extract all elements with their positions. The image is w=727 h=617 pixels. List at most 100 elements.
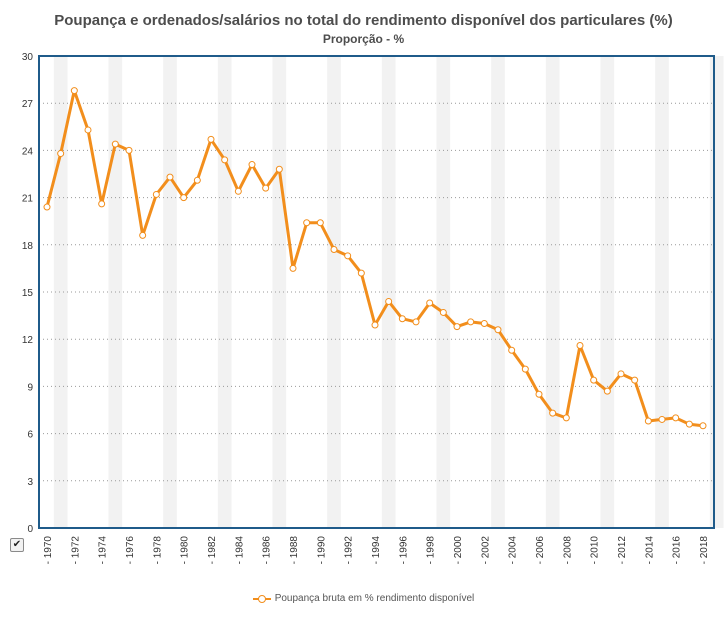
- x-tick-label: - 2018: [699, 536, 710, 565]
- x-tick-label: - 2010: [590, 536, 601, 565]
- series-toggle-checkbox[interactable]: ✔: [10, 538, 24, 552]
- data-point: [43, 203, 51, 211]
- data-point: [221, 156, 229, 164]
- data-point: [508, 346, 516, 354]
- plot-frame: [38, 55, 715, 529]
- data-point: [426, 299, 434, 307]
- x-tick-label: - 1978: [152, 536, 163, 565]
- data-point: [98, 200, 106, 208]
- data-point: [139, 231, 147, 239]
- data-point: [180, 194, 188, 202]
- data-point: [152, 190, 160, 198]
- y-tick-label: 0: [27, 524, 33, 535]
- x-tick-label: - 2012: [617, 536, 628, 565]
- background-band: [53, 56, 68, 528]
- y-tick-label: 9: [27, 382, 33, 393]
- chart-subtitle: Proporção - %: [322, 32, 405, 46]
- data-point: [467, 318, 475, 326]
- data-point: [207, 135, 215, 143]
- data-point: [439, 308, 447, 316]
- data-point: [357, 269, 365, 277]
- data-point: [70, 87, 78, 95]
- x-tick-label: - 2006: [535, 536, 546, 565]
- x-tick-label: - 1986: [262, 536, 273, 565]
- x-tick-label: - 2000: [453, 536, 464, 565]
- data-point: [480, 319, 488, 327]
- data-point: [111, 140, 119, 148]
- data-point: [262, 184, 270, 192]
- y-tick-label: 12: [22, 335, 34, 346]
- data-point: [617, 370, 625, 378]
- y-tick-label: 21: [22, 194, 34, 205]
- x-tick-label: - 2004: [508, 536, 519, 565]
- data-point: [57, 150, 65, 158]
- background-band: [327, 56, 341, 528]
- data-point: [590, 376, 598, 384]
- legend-marker-icon: [252, 594, 271, 604]
- x-tick-label: - 1994: [371, 536, 382, 565]
- y-tick-label: 27: [22, 99, 34, 110]
- data-point: [234, 187, 242, 195]
- data-point: [412, 318, 420, 326]
- data-point: [330, 246, 338, 254]
- data-point: [275, 165, 283, 173]
- data-point: [385, 297, 393, 305]
- background-band: [217, 56, 232, 528]
- x-tick-label: - 1984: [234, 536, 245, 565]
- data-point: [699, 422, 707, 430]
- data-point: [644, 417, 652, 425]
- y-tick-label: 3: [27, 477, 33, 488]
- data-point: [549, 409, 557, 417]
- x-tick-label: - 1974: [98, 536, 109, 565]
- data-point: [535, 390, 543, 398]
- x-tick-label: - 2016: [672, 536, 683, 565]
- background-band: [655, 56, 669, 528]
- x-tick-label: - 2014: [644, 536, 655, 565]
- data-point: [603, 387, 611, 395]
- x-tick-label: - 1970: [43, 536, 54, 565]
- data-point: [658, 415, 666, 423]
- data-point: [84, 126, 92, 134]
- legend-label: Poupança bruta em % rendimento disponíve…: [274, 593, 475, 604]
- data-point: [125, 146, 133, 154]
- data-point: [672, 414, 680, 422]
- data-point: [344, 252, 352, 260]
- chart-title: Poupança e ordenados/salários no total d…: [54, 12, 673, 29]
- background-band: [163, 56, 177, 528]
- x-tick-label: - 1982: [207, 536, 218, 565]
- data-point: [521, 365, 529, 373]
- x-tick-label: - 1996: [398, 536, 409, 565]
- y-tick-label: 30: [22, 52, 34, 63]
- y-tick-label: 18: [22, 241, 34, 252]
- x-tick-label: - 1988: [289, 536, 300, 565]
- x-tick-label: - 1980: [180, 536, 191, 565]
- background-band: [491, 56, 505, 528]
- data-point: [453, 323, 461, 331]
- y-tick-label: 6: [27, 430, 33, 441]
- data-point: [166, 173, 174, 181]
- data-point: [494, 326, 502, 334]
- x-tick-label: - 2002: [480, 536, 491, 565]
- data-point: [303, 219, 311, 227]
- data-point: [289, 264, 297, 272]
- x-tick-label: - 1992: [344, 536, 355, 565]
- data-point: [562, 414, 570, 422]
- x-tick-label: - 2008: [562, 536, 573, 565]
- data-point: [685, 420, 693, 428]
- x-tick-label: - 1976: [125, 536, 136, 565]
- data-point: [193, 176, 201, 184]
- data-point: [316, 219, 324, 227]
- y-tick-label: 15: [22, 288, 34, 299]
- data-point: [371, 321, 379, 329]
- data-point: [248, 161, 256, 169]
- legend[interactable]: Poupança bruta em % rendimento disponíve…: [0, 593, 727, 604]
- x-tick-label: - 1990: [316, 536, 327, 565]
- x-tick-label: - 1998: [426, 536, 437, 565]
- data-point: [398, 315, 406, 323]
- x-tick-label: - 1972: [70, 536, 81, 565]
- data-point: [631, 376, 639, 384]
- y-tick-label: 24: [22, 146, 34, 157]
- background-band: [381, 56, 396, 528]
- data-point: [576, 341, 584, 349]
